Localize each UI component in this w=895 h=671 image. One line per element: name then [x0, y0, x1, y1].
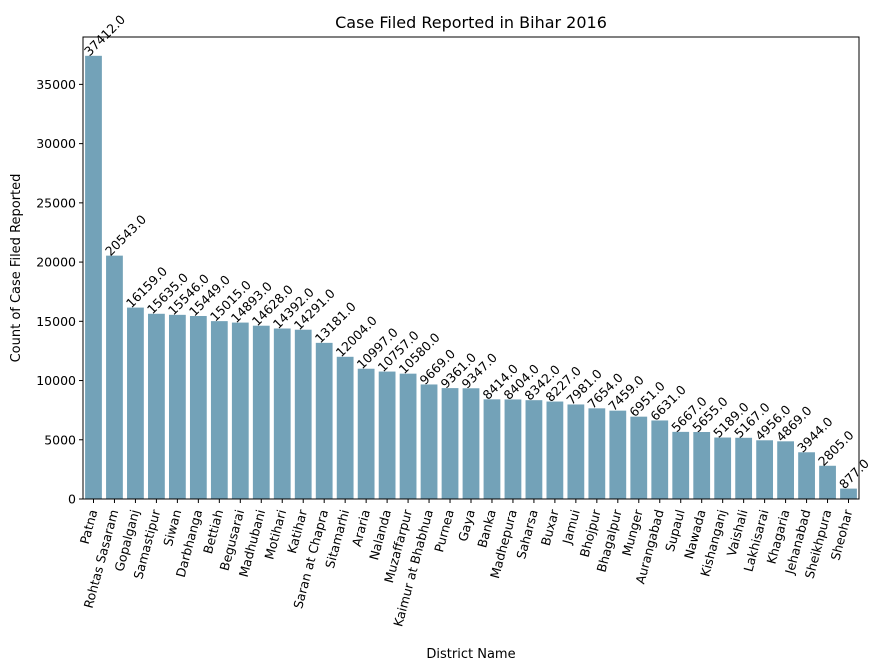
bar	[294, 329, 312, 499]
x-axis-label: District Name	[426, 647, 515, 662]
bar	[315, 342, 333, 499]
bar	[336, 356, 354, 499]
bar	[462, 388, 480, 499]
y-tick-label: 15000	[36, 314, 76, 329]
bar	[85, 55, 102, 500]
y-tick-label: 30000	[36, 136, 76, 151]
x-tick-label: Jamui	[559, 508, 583, 547]
bar	[777, 441, 794, 499]
bar	[672, 431, 690, 499]
x-tick-label: Siwan	[160, 508, 184, 548]
bar	[168, 314, 186, 499]
data-label: 877.0	[836, 456, 872, 492]
y-tick-label: 20000	[36, 255, 76, 270]
bar	[127, 307, 144, 499]
bar	[840, 488, 857, 499]
data-label: 37412.0	[81, 12, 128, 59]
y-tick-label: 5000	[44, 432, 76, 447]
bar	[714, 437, 732, 499]
y-tick-label: 10000	[36, 373, 76, 388]
bar	[630, 416, 648, 499]
bar	[609, 410, 627, 499]
bar	[819, 465, 836, 499]
bar	[735, 437, 753, 499]
y-axis-label: Count of Case Filed Reported	[9, 174, 24, 363]
bar	[106, 255, 123, 499]
bars-group	[85, 55, 857, 500]
bar	[357, 368, 375, 499]
bar	[504, 399, 522, 499]
bar	[588, 408, 606, 499]
x-tick-label: Gaya	[455, 508, 478, 543]
y-tick-label: 25000	[36, 195, 76, 210]
bar	[441, 388, 459, 499]
y-tick-label: 35000	[36, 77, 76, 92]
bar	[525, 400, 543, 499]
bar	[693, 432, 711, 499]
bar	[567, 404, 585, 499]
bar	[756, 440, 774, 499]
y-tick-label: 0	[68, 492, 76, 507]
bar	[273, 328, 291, 499]
bar	[651, 420, 669, 499]
chart-title: Case Filed Reported in Bihar 2016	[335, 13, 607, 32]
bar	[798, 452, 815, 499]
bar	[483, 399, 501, 499]
bar	[399, 373, 417, 499]
bar	[148, 313, 165, 499]
data-label: 20543.0	[102, 212, 149, 259]
bar	[189, 315, 207, 499]
x-tick-label: Patna	[77, 508, 101, 546]
bar	[378, 371, 396, 499]
y-axis: 0 5000 10000 15000 20000 25000 30000 35000	[36, 77, 83, 507]
bar	[420, 384, 438, 499]
bar	[546, 401, 564, 499]
plot-frame	[82, 36, 860, 500]
bar	[231, 322, 249, 499]
bar	[210, 321, 228, 499]
bar	[252, 325, 270, 499]
